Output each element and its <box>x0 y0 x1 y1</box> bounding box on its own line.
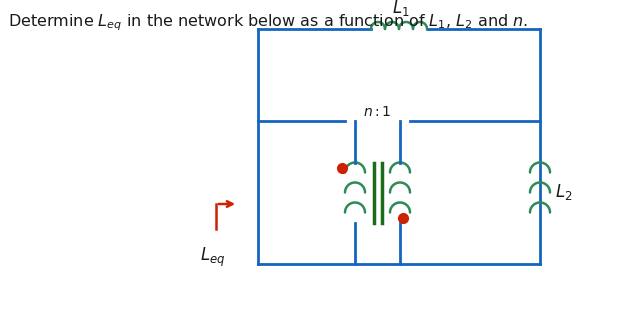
Text: $L_2$: $L_2$ <box>555 183 573 202</box>
Text: $L_1$: $L_1$ <box>392 0 410 18</box>
Text: Determine $L_{eq}$ in the network below as a function of $L_1$, $L_2$ and $n$.: Determine $L_{eq}$ in the network below … <box>8 12 528 33</box>
Text: $n:1$: $n:1$ <box>364 105 392 119</box>
Text: $L_{eq}$: $L_{eq}$ <box>200 246 226 269</box>
